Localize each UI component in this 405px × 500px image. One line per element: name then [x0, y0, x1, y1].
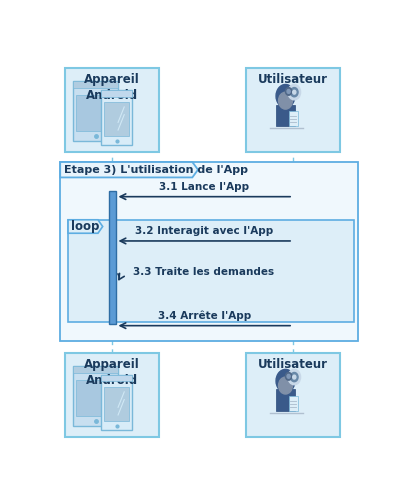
Circle shape [278, 92, 292, 109]
Text: Utilisateur: Utilisateur [258, 72, 327, 86]
FancyBboxPatch shape [65, 68, 159, 152]
Text: 3.3 Traite les demandes: 3.3 Traite les demandes [132, 267, 273, 277]
Circle shape [278, 377, 292, 394]
FancyBboxPatch shape [101, 374, 132, 430]
FancyBboxPatch shape [245, 352, 339, 438]
FancyBboxPatch shape [276, 104, 294, 126]
Circle shape [287, 84, 300, 100]
FancyBboxPatch shape [72, 366, 118, 373]
Text: Utilisateur: Utilisateur [258, 358, 327, 370]
FancyBboxPatch shape [60, 162, 357, 341]
FancyBboxPatch shape [245, 68, 339, 152]
Text: 3.1 Lance l'App: 3.1 Lance l'App [159, 182, 249, 192]
Circle shape [290, 88, 297, 97]
Text: loop: loop [71, 220, 99, 233]
Text: Appareil
Android: Appareil Android [84, 358, 140, 386]
FancyBboxPatch shape [103, 102, 129, 136]
FancyBboxPatch shape [72, 366, 118, 426]
FancyBboxPatch shape [101, 374, 132, 382]
Text: Etape 3) L'utilisation de l'App: Etape 3) L'utilisation de l'App [64, 164, 247, 174]
Circle shape [286, 90, 290, 94]
Circle shape [287, 370, 300, 385]
FancyBboxPatch shape [72, 81, 118, 88]
FancyBboxPatch shape [76, 380, 115, 416]
FancyBboxPatch shape [72, 81, 118, 141]
Circle shape [285, 88, 291, 96]
Circle shape [292, 90, 295, 94]
FancyBboxPatch shape [276, 390, 294, 410]
Polygon shape [60, 162, 198, 178]
Circle shape [286, 374, 290, 378]
Text: 3.2 Interagit avec l'App: 3.2 Interagit avec l'App [135, 226, 273, 236]
FancyBboxPatch shape [76, 94, 115, 131]
FancyBboxPatch shape [68, 220, 354, 322]
Polygon shape [68, 220, 102, 234]
FancyBboxPatch shape [65, 352, 159, 438]
FancyBboxPatch shape [103, 387, 129, 420]
FancyBboxPatch shape [101, 90, 132, 96]
FancyBboxPatch shape [288, 396, 297, 410]
FancyBboxPatch shape [101, 90, 132, 146]
Circle shape [275, 84, 294, 108]
Text: Appareil
Android: Appareil Android [84, 72, 140, 102]
FancyBboxPatch shape [109, 191, 115, 324]
Circle shape [275, 370, 294, 392]
Circle shape [292, 375, 295, 379]
Circle shape [290, 372, 297, 382]
Circle shape [285, 372, 291, 380]
FancyBboxPatch shape [288, 111, 297, 126]
Text: 3.4 Arrête l'App: 3.4 Arrête l'App [157, 310, 250, 320]
